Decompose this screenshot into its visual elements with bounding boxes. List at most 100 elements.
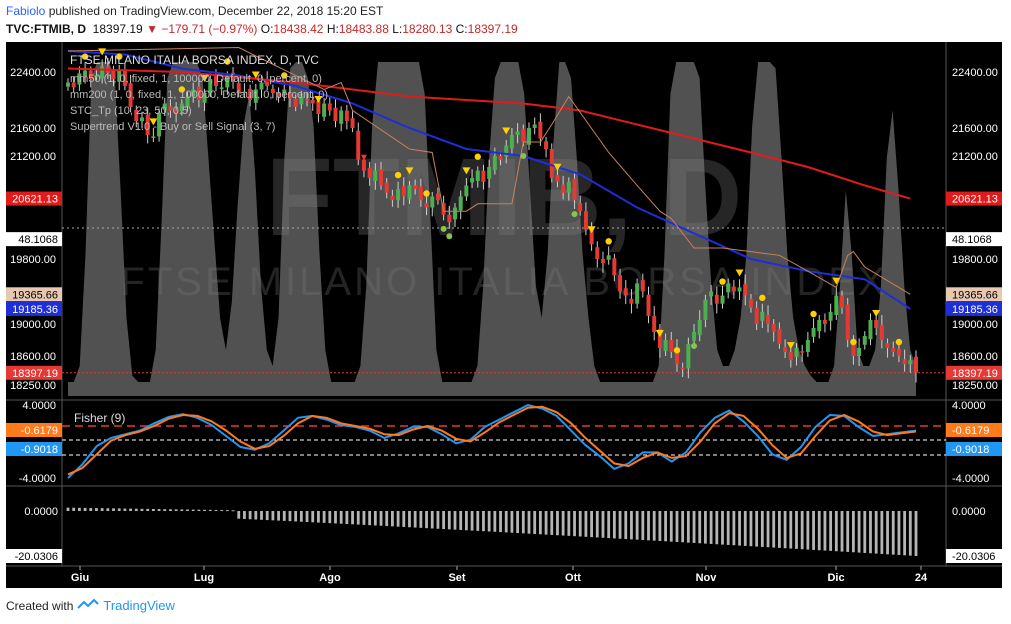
histogram-bar [891,511,895,555]
candle-body [344,110,349,121]
histogram-bar [823,511,827,551]
candle-body [453,207,458,220]
histogram-bar [709,511,713,544]
candle-body [430,196,435,208]
histogram-bar [829,511,833,551]
candle-body [498,156,503,160]
candle-body [179,103,184,112]
fisher-trigger-line [67,405,917,476]
candle-body [458,196,463,211]
candle-body [566,181,571,193]
candle-body [714,294,719,304]
legend-title: FTSE MILANO ITALIA BORSA INDEX, D, TVC [70,53,319,67]
author-link[interactable]: Fabiolo [6,4,46,18]
signal-triangle [872,310,881,317]
candle-body [515,131,520,135]
open-value: 18438.42 [273,22,324,36]
candle-body [561,184,566,193]
candle-body [492,156,497,170]
signal-dot [850,338,857,346]
histogram-bar [317,511,320,523]
histogram-bar [652,511,656,541]
candle-body [731,286,736,292]
histogram-bar [686,511,690,543]
fisher-tag-right: -0.9018 [952,444,989,456]
histogram-bar [738,511,741,546]
histogram-bar [851,511,855,553]
histogram-bar [914,511,918,556]
histogram-bar [134,508,138,511]
price-tag-right: 20621.13 [952,194,998,206]
signal-dot [224,58,231,65]
histogram-bar [681,511,685,543]
legend-line: Supertrend V1.0 - Buy or Sell Signal (3,… [70,121,275,133]
candle-body [333,107,338,121]
candle-body [840,295,845,308]
candle-body [612,258,617,276]
candle-body [811,328,816,337]
histogram-bar [95,508,98,511]
candle-body [851,343,856,356]
candle-body [413,185,418,190]
down-arrow-icon: ▼ [146,22,158,36]
histogram-bar [715,511,719,545]
candle-body [168,106,173,111]
fisher-tick-left: 4.0000 [22,400,56,412]
candle-body [879,324,884,340]
candle-body [299,96,304,105]
histogram-bar [778,511,781,548]
candle-body [657,328,662,348]
histogram-bar [129,508,133,511]
histogram-bar [573,511,576,537]
candle-body [572,178,577,201]
candle-body [236,83,241,93]
histogram-bar [578,511,582,537]
histogram-bar [487,511,491,532]
signal-triangle [149,118,158,126]
candle-body [589,226,594,245]
candle-body [595,247,600,259]
candle-body [800,351,805,353]
candle-body [783,347,788,352]
price-tick-right: 18600.00 [952,351,998,363]
tradingview-link[interactable]: TradingView [103,598,175,613]
candle-body [475,170,480,182]
legend-line: mm50 (1, 0, fixed, 1, 100000, Default, 0… [70,73,322,85]
histogram-bar [584,511,588,537]
created-with-label: Created with [6,598,74,613]
histogram-bar [453,511,457,530]
candle-body [697,319,702,336]
histogram-bar [169,509,172,511]
publish-header: Fabiolo published on TradingView.com, De… [6,4,383,18]
candle-body [424,203,429,208]
histogram-bar [157,509,161,511]
histogram-bar [806,511,810,550]
candle-body [134,109,139,121]
candle-body [145,114,150,135]
histogram-bar [630,511,633,540]
histogram-bar [499,511,502,533]
legend-line: STC_Tp (10, 23, 50, 0.5) [70,105,192,117]
histogram-bar [208,509,212,511]
candle-body [652,315,657,332]
candle-body [350,118,355,128]
price-tick-left: 21200.00 [10,151,56,163]
histogram-bar [288,511,292,522]
histogram-bar [225,510,229,512]
candle-body [902,359,907,365]
low-label: L: [392,22,403,36]
histogram-bar [533,511,537,534]
histogram-bar [430,511,434,529]
histogram-bar [789,511,793,549]
histogram-bar [112,508,115,511]
histogram-bar [100,508,104,511]
candle-body [544,141,549,149]
candle-body [270,88,275,93]
candle-body [908,360,913,365]
histogram-bar [442,511,446,530]
histogram-bar [795,511,798,549]
histogram-bar [743,511,747,546]
candle-body [663,340,668,352]
candle-body [88,70,93,79]
